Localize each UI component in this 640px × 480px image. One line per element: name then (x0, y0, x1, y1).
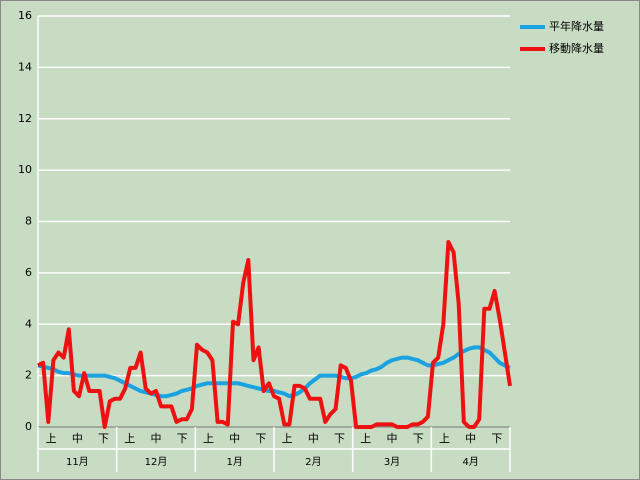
month-label: 2月 (305, 456, 321, 468)
y-tick-label: 2 (25, 369, 32, 382)
month-label: 4月 (462, 456, 478, 468)
x-tick-label: 上 (439, 432, 450, 445)
x-tick-label: 中 (72, 432, 83, 445)
x-tick-label: 上 (282, 432, 293, 445)
x-tick-label: 上 (46, 432, 57, 445)
month-label: 3月 (384, 456, 400, 468)
y-tick-label: 8 (25, 215, 32, 228)
x-tick-label: 上 (124, 432, 135, 445)
y-tick-label: 0 (25, 420, 32, 433)
month-label: 1月 (226, 456, 242, 468)
x-tick-label: 下 (413, 432, 424, 445)
x-tick-label: 中 (308, 432, 319, 445)
x-tick-label: 下 (334, 432, 345, 445)
x-tick-label: 下 (98, 432, 109, 445)
x-tick-label: 下 (177, 432, 188, 445)
x-tick-label: 下 (491, 432, 502, 445)
y-tick-label: 4 (25, 317, 32, 330)
x-tick-label: 中 (465, 432, 476, 445)
x-tick-label: 中 (151, 432, 162, 445)
x-tick-label: 中 (387, 432, 398, 445)
month-label: 11月 (66, 456, 89, 468)
y-tick-label: 10 (18, 163, 32, 176)
x-tick-label: 上 (203, 432, 214, 445)
y-tick-label: 12 (18, 112, 32, 125)
month-label: 12月 (145, 456, 168, 468)
y-tick-label: 14 (18, 60, 32, 73)
legend-label: 平年降水量 (549, 19, 604, 33)
legend-label: 移動降水量 (549, 41, 604, 55)
series-line (37, 240, 512, 429)
x-tick-label: 下 (255, 432, 266, 445)
y-tick-label: 16 (18, 9, 32, 22)
y-tick-label: 6 (25, 266, 32, 279)
x-tick-label: 上 (360, 432, 371, 445)
x-tick-label: 中 (229, 432, 240, 445)
